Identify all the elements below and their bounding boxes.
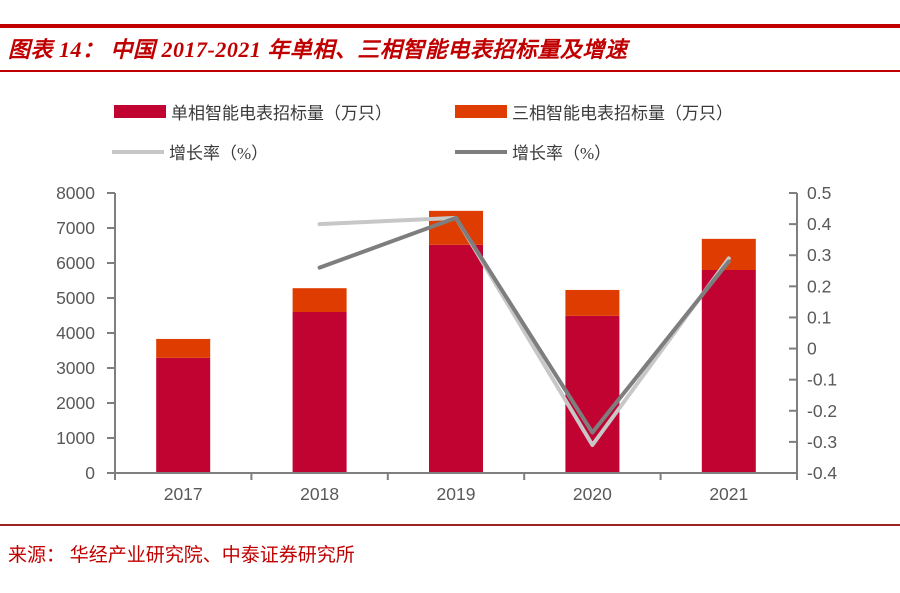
left-axis-tick-label: 0 [85, 463, 95, 483]
x-axis-label-2019: 2019 [437, 484, 476, 504]
three-phase-bar-2018 [292, 288, 347, 312]
right-axis-tick-label: -0.1 [807, 370, 837, 390]
single-phase-bar-2021 [701, 270, 756, 473]
single-phase-growth-line-swatch-icon [112, 149, 164, 154]
left-axis-tick-label: 2000 [56, 393, 95, 413]
right-axis-tick-label: -0.4 [807, 463, 837, 483]
legend-item-three-phase-bars: 三相智能电表招标量（万只） [455, 99, 733, 124]
three-phase-growth-line [317, 215, 731, 435]
right-axis-tick-label: -0.2 [807, 401, 837, 421]
single-phase-bar-2020 [565, 315, 620, 473]
right-axis-tick-label: 0.5 [807, 183, 831, 203]
legend-label-growth-light: 增长率（%） [169, 144, 269, 163]
single-phase-bar-2018 [292, 312, 347, 473]
left-axis-tick-label: 7000 [56, 218, 95, 238]
left-axis-tick-label: 8000 [56, 183, 95, 203]
legend-item-single-phase-bars: 单相智能电表招标量（万只） [114, 99, 392, 124]
single-phase-bar-swatch-icon [114, 105, 166, 118]
three-phase-growth-line-swatch-icon [455, 149, 507, 154]
right-axis-tick-label: -0.3 [807, 432, 837, 452]
single-phase-bar-2019 [429, 244, 483, 473]
header-top-rule [0, 24, 900, 28]
right-axis-tick-label: 0.2 [807, 276, 831, 296]
three-phase-bar-2021 [701, 238, 756, 270]
legend-label-single-phase: 单相智能电表招标量（万只） [171, 104, 392, 123]
footer-rule [0, 524, 900, 526]
combo-chart: 8000 7000 6000 5000 4000 3000 2000 1000 0 0.5 0.4 0… [56, 183, 837, 504]
legend-item-three-phase-growth: 增长率（%） [455, 139, 611, 164]
legend-label-growth-dark: 增长率（%） [512, 144, 612, 163]
chart-title: 图表 14： 中国 2017-2021 年单相、三相智能电表招标量及增速 [8, 37, 628, 62]
single-phase-growth-line [317, 215, 731, 447]
x-axis-label-2020: 2020 [573, 484, 612, 504]
right-axis-tick-label: 0 [807, 339, 817, 359]
left-axis-tick-label: 3000 [56, 358, 95, 378]
left-axis-tick-label: 6000 [56, 253, 95, 273]
x-axis-label-2018: 2018 [300, 484, 339, 504]
three-phase-bar-2020 [565, 289, 620, 316]
source-text: 来源： 华经产业研究院、中泰证券研究所 [8, 545, 355, 566]
legend-label-three-phase: 三相智能电表招标量（万只） [512, 104, 733, 123]
left-axis-tick-label: 4000 [56, 323, 95, 343]
three-phase-bar-2017 [156, 338, 211, 358]
right-axis-tick-label: 0.4 [807, 214, 832, 234]
x-axis-label-2017: 2017 [164, 484, 203, 504]
three-phase-bar-swatch-icon [455, 105, 507, 118]
left-axis-tick-label: 1000 [56, 428, 95, 448]
single-phase-bar-2017 [156, 357, 211, 473]
header-bottom-rule [0, 70, 900, 72]
legend-item-single-phase-growth: 增长率（%） [112, 139, 268, 164]
x-axis-label-2021: 2021 [709, 484, 748, 504]
right-axis-tick-label: 0.1 [807, 307, 831, 327]
right-axis-tick-label: 0.3 [807, 245, 831, 265]
left-axis-tick-label: 5000 [56, 288, 95, 308]
